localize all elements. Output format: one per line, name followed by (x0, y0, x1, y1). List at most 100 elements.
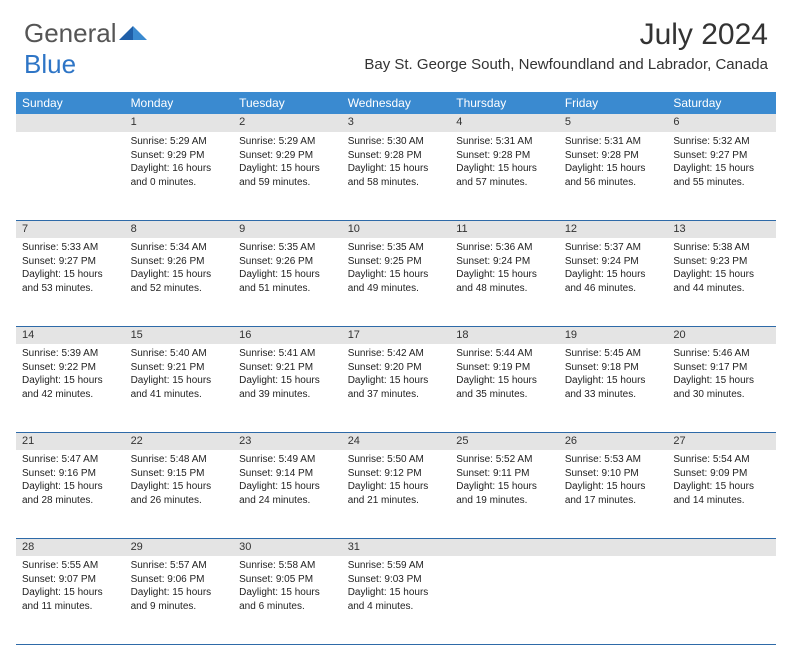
sunrise-line: Sunrise: 5:35 AM (239, 241, 336, 255)
daylight-line: Daylight: 15 hours and 26 minutes. (131, 480, 228, 507)
day-number-cell: 18 (450, 326, 559, 344)
day-cell: Sunrise: 5:31 AMSunset: 9:28 PMDaylight:… (559, 132, 668, 220)
week-row: Sunrise: 5:29 AM Sunset: 9:29 PM Daylight:… (16, 132, 776, 220)
sunset-line: Sunset: 9:17 PM (673, 361, 770, 375)
day-details: Sunrise: 5:58 AMSunset: 9:05 PMDaylight:… (233, 556, 342, 616)
day-number-cell: 19 (559, 326, 668, 344)
day-details: Sunrise: 5:38 AMSunset: 9:23 PMDaylight:… (667, 238, 776, 298)
day-cell: Sunrise: 5:31 AMSunset: 9:28 PMDaylight:… (450, 132, 559, 220)
day-cell: Sunrise: 5:57 AMSunset: 9:06 PMDaylight:… (125, 556, 234, 644)
sunset-line: Sunset: 9:05 PM (239, 573, 336, 587)
daynum-row: 123456 (16, 114, 776, 132)
brand-text: General Blue (24, 18, 149, 80)
day-cell: Sunrise: 5:29 AMSunset: 9:29 PMDaylight:… (233, 132, 342, 220)
day-details: Sunrise: 5:47 AMSunset: 9:16 PMDaylight:… (16, 450, 125, 510)
week-row: Sunrise: 5:55 AMSunset: 9:07 PMDaylight:… (16, 556, 776, 644)
day-cell: Sunrise: 5:41 AMSunset: 9:21 PMDaylight:… (233, 344, 342, 432)
sunrise-line: Sunrise: 5:38 AM (673, 241, 770, 255)
sunset-line: Sunset: 9:10 PM (565, 467, 662, 481)
logo-mark-icon (119, 22, 149, 42)
day-cell: Sunrise: 5:34 AMSunset: 9:26 PMDaylight:… (125, 238, 234, 326)
daylight-line: Daylight: 15 hours and 49 minutes. (348, 268, 445, 295)
day-details: Sunrise: 5:39 AMSunset: 9:22 PMDaylight:… (16, 344, 125, 404)
sunrise-line: Sunrise: 5:52 AM (456, 453, 553, 467)
day-cell: Sunrise: 5:49 AMSunset: 9:14 PMDaylight:… (233, 450, 342, 538)
day-number-cell: 7 (16, 220, 125, 238)
calendar-body: 123456 Sunrise: 5:29 AM Sunset: 9:29 PM Day… (16, 114, 776, 644)
sunrise-line: Sunrise: 5:59 AM (348, 559, 445, 573)
daylight-line: Daylight: 15 hours and 53 minutes. (22, 268, 119, 295)
daylight-line: Daylight: 15 hours and 55 minutes. (673, 162, 770, 189)
day-number-cell: 26 (559, 432, 668, 450)
sunset-line: Sunset: 9:19 PM (456, 361, 553, 375)
day-cell: Sunrise: 5:35 AMSunset: 9:25 PMDaylight:… (342, 238, 451, 326)
weekday-header: Tuesday (233, 92, 342, 114)
day-details: Sunrise: 5:29 AMSunset: 9:29 PMDaylight:… (125, 132, 234, 192)
day-number-cell (450, 538, 559, 556)
day-number-cell (667, 538, 776, 556)
day-details: Sunrise: 5:36 AMSunset: 9:24 PMDaylight:… (450, 238, 559, 298)
day-number-cell: 1 (125, 114, 234, 132)
daylight-line: Daylight: 15 hours and 28 minutes. (22, 480, 119, 507)
daylight-line: Daylight: 15 hours and 59 minutes. (239, 162, 336, 189)
sunset-line: Sunset: 9:29 PM (131, 149, 228, 163)
day-number-cell: 20 (667, 326, 776, 344)
sunrise-line: Sunrise: 5:37 AM (565, 241, 662, 255)
day-details: Sunrise: 5:37 AMSunset: 9:24 PMDaylight:… (559, 238, 668, 298)
sunrise-line: Sunrise: 5:54 AM (673, 453, 770, 467)
day-cell: Sunrise: 5:37 AMSunset: 9:24 PMDaylight:… (559, 238, 668, 326)
day-number-cell: 10 (342, 220, 451, 238)
sunrise-line: Sunrise: 5:44 AM (456, 347, 553, 361)
daylight-line: Daylight: 15 hours and 44 minutes. (673, 268, 770, 295)
day-details: Sunrise: 5:31 AMSunset: 9:28 PMDaylight:… (559, 132, 668, 192)
daylight-line: Daylight: 15 hours and 51 minutes. (239, 268, 336, 295)
day-number-cell: 15 (125, 326, 234, 344)
daylight-line: Daylight: 15 hours and 17 minutes. (565, 480, 662, 507)
sunset-line: Sunset: 9:21 PM (131, 361, 228, 375)
sunset-line: Sunset: 9:28 PM (456, 149, 553, 163)
brand-part2: Blue (24, 49, 76, 79)
daylight-line: Daylight: 15 hours and 21 minutes. (348, 480, 445, 507)
day-details: Sunrise: 5:59 AMSunset: 9:03 PMDaylight:… (342, 556, 451, 616)
day-details: Sunrise: 5:34 AMSunset: 9:26 PMDaylight:… (125, 238, 234, 298)
page-header: General Blue July 2024 Bay St. George So… (0, 0, 792, 80)
sunrise-line: Sunrise: 5:32 AM (673, 135, 770, 149)
sunrise-line: Sunrise: 5:29 AM (239, 135, 336, 149)
day-number-cell: 2 (233, 114, 342, 132)
sunset-line: Sunset: 9:15 PM (131, 467, 228, 481)
day-details: Sunrise: 5:40 AMSunset: 9:21 PMDaylight:… (125, 344, 234, 404)
sunrise-line: Sunrise: 5:55 AM (22, 559, 119, 573)
day-cell (559, 556, 668, 644)
day-details: Sunrise: 5:57 AMSunset: 9:06 PMDaylight:… (125, 556, 234, 616)
day-number-cell: 4 (450, 114, 559, 132)
day-cell: Sunrise: 5:40 AMSunset: 9:21 PMDaylight:… (125, 344, 234, 432)
day-number-cell: 12 (559, 220, 668, 238)
day-cell: Sunrise: 5:42 AMSunset: 9:20 PMDaylight:… (342, 344, 451, 432)
sunrise-line: Sunrise: 5:40 AM (131, 347, 228, 361)
daynum-row: 28293031 (16, 538, 776, 556)
day-number-cell: 11 (450, 220, 559, 238)
day-number-cell (559, 538, 668, 556)
day-number-cell: 3 (342, 114, 451, 132)
weekday-row: SundayMondayTuesdayWednesdayThursdayFrid… (16, 92, 776, 114)
day-details: Sunrise: 5:33 AMSunset: 9:27 PMDaylight:… (16, 238, 125, 298)
day-number-cell: 27 (667, 432, 776, 450)
daylight-line: Daylight: 15 hours and 48 minutes. (456, 268, 553, 295)
day-details: Sunrise: 5:29 AMSunset: 9:29 PMDaylight:… (233, 132, 342, 192)
day-details: Sunrise: 5:41 AMSunset: 9:21 PMDaylight:… (233, 344, 342, 404)
day-number-cell: 9 (233, 220, 342, 238)
sunrise-line: Sunrise: 5:34 AM (131, 241, 228, 255)
day-number-cell: 31 (342, 538, 451, 556)
day-details: Sunrise: 5:42 AMSunset: 9:20 PMDaylight:… (342, 344, 451, 404)
day-details: Sunrise: 5:45 AMSunset: 9:18 PMDaylight:… (559, 344, 668, 404)
daynum-row: 21222324252627 (16, 432, 776, 450)
sunrise-line: Sunrise: 5:41 AM (239, 347, 336, 361)
sunset-line: Sunset: 9:24 PM (565, 255, 662, 269)
weekday-header: Thursday (450, 92, 559, 114)
daylight-line: Daylight: 15 hours and 9 minutes. (131, 586, 228, 613)
day-details: Sunrise: 5:50 AMSunset: 9:12 PMDaylight:… (342, 450, 451, 510)
daylight-line: Daylight: 15 hours and 41 minutes. (131, 374, 228, 401)
day-number-cell: 8 (125, 220, 234, 238)
day-cell: Sunrise: 5:30 AMSunset: 9:28 PMDaylight:… (342, 132, 451, 220)
sunset-line: Sunset: 9:28 PM (565, 149, 662, 163)
